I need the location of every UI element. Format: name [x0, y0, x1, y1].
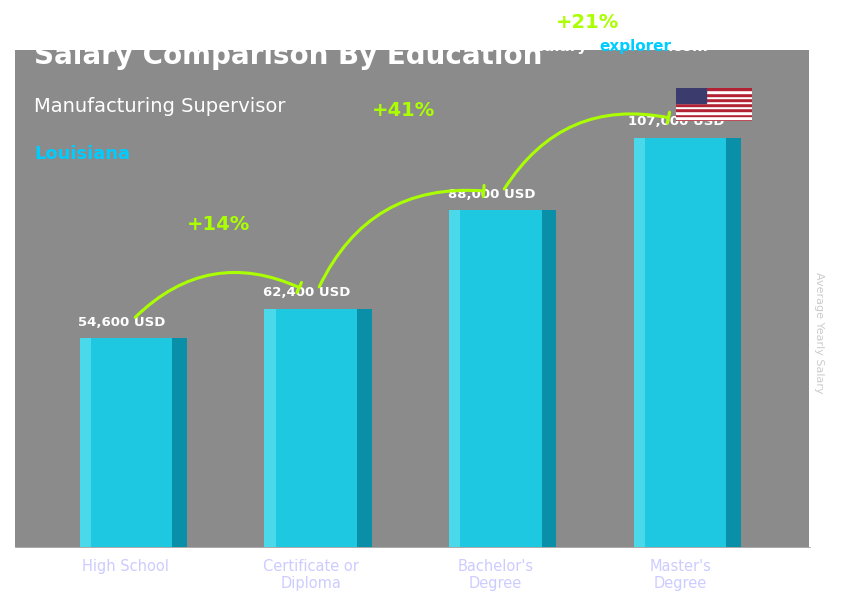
Polygon shape: [172, 338, 187, 547]
Text: 88,000 USD: 88,000 USD: [448, 188, 536, 201]
Bar: [676, 108, 752, 111]
Bar: [676, 101, 752, 103]
Bar: [676, 119, 752, 121]
Text: Louisiana: Louisiana: [34, 145, 130, 164]
Bar: [449, 210, 541, 547]
Bar: [676, 106, 752, 108]
Bar: [80, 338, 172, 547]
Bar: [676, 93, 752, 96]
Text: salary: salary: [536, 39, 588, 55]
Bar: [676, 88, 752, 90]
Text: 54,600 USD: 54,600 USD: [78, 316, 166, 329]
Bar: [676, 88, 706, 103]
Text: Salary Comparison By Education: Salary Comparison By Education: [34, 42, 542, 70]
Bar: [676, 98, 752, 101]
Text: +41%: +41%: [371, 101, 434, 121]
Bar: [676, 116, 752, 119]
Bar: [676, 113, 752, 116]
Text: +14%: +14%: [187, 215, 250, 234]
Text: explorer: explorer: [599, 39, 672, 55]
Bar: [676, 111, 752, 113]
Bar: [80, 338, 91, 547]
Text: +21%: +21%: [556, 13, 620, 32]
Bar: [634, 138, 727, 547]
Bar: [264, 308, 357, 547]
Bar: [634, 138, 645, 547]
Polygon shape: [357, 308, 371, 547]
Bar: [449, 210, 461, 547]
Text: Average Yearly Salary: Average Yearly Salary: [814, 273, 824, 394]
Polygon shape: [727, 138, 741, 547]
Text: Manufacturing Supervisor: Manufacturing Supervisor: [34, 97, 286, 116]
Text: 107,000 USD: 107,000 USD: [628, 115, 725, 128]
Text: .com: .com: [667, 39, 708, 55]
Bar: [264, 308, 275, 547]
Text: 62,400 USD: 62,400 USD: [264, 286, 350, 299]
Polygon shape: [541, 210, 557, 547]
Bar: [676, 90, 752, 93]
Bar: [676, 103, 752, 106]
Bar: [676, 96, 752, 98]
